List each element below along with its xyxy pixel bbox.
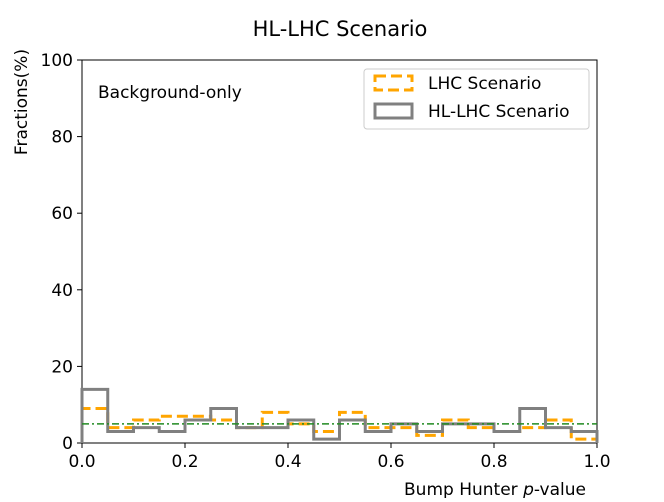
x-axis-label: Bump Hunter p-value: [404, 480, 586, 498]
legend-label-lhc: LHC Scenario: [428, 74, 541, 94]
x-tick-label: 0.4: [274, 452, 301, 472]
series-hl-lhc-step: [80, 387, 599, 443]
x-tick-label: 1.0: [583, 452, 610, 472]
legend-frame: [363, 68, 590, 130]
y-tick-label: 20: [51, 357, 73, 377]
legend-swatch-hl-lhc: [373, 102, 414, 120]
x-axis-label-suffix: -value: [534, 480, 586, 498]
y-tick-label: 0: [62, 434, 73, 454]
legend-label-hl-lhc: HL-LHC Scenario: [428, 102, 570, 122]
y-tick-label: 40: [51, 281, 73, 301]
plot-area: 0.0 0.2 0.4 0.6 0.8 1.0 0 20 40 60 80 100: [41, 51, 611, 472]
y-axis-label: Fractions(%): [12, 49, 32, 155]
y-tick-label: 80: [51, 128, 73, 148]
axes-frame: [81, 59, 598, 444]
x-tick-label: 0.8: [480, 452, 507, 472]
y-tick-label: 60: [51, 204, 73, 224]
legend-swatch-lhc: [373, 74, 414, 92]
x-tick-label: 0.0: [68, 452, 95, 472]
legend: LHC Scenario HL-LHC Scenario: [363, 68, 590, 130]
chart-title: HL-LHC Scenario: [253, 17, 428, 41]
x-axis-label-italic: p: [522, 480, 534, 498]
x-tick-label: 0.6: [377, 452, 404, 472]
x-axis-label-prefix: Bump Hunter: [404, 480, 523, 498]
y-tick-label: 100: [41, 51, 73, 71]
x-tick-label: 0.2: [171, 452, 198, 472]
background-only-annotation: Background-only: [98, 83, 242, 103]
